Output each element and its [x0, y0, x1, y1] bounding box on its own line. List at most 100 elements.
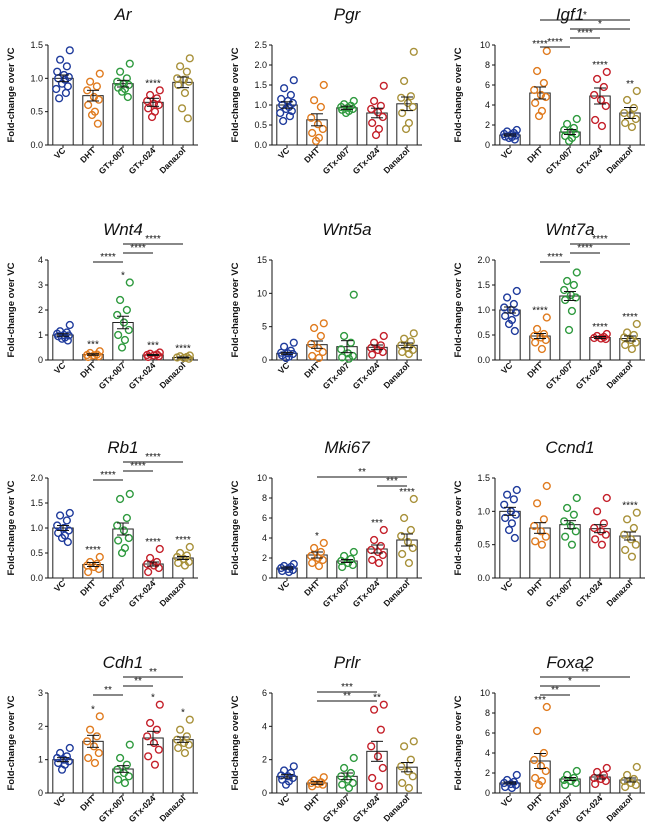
- data-point: [602, 493, 611, 503]
- data-point: [627, 122, 637, 132]
- y-tick-label: 0.0: [254, 140, 267, 150]
- y-tick-label: 1.5: [477, 473, 490, 483]
- comparison-label: ****: [130, 243, 146, 254]
- data-point: [63, 336, 72, 345]
- data-point: [571, 778, 580, 788]
- data-point: [150, 760, 160, 769]
- data-point: [94, 352, 103, 361]
- x-tick-label: VC: [276, 578, 291, 593]
- data-point: [408, 772, 417, 781]
- data-point: [409, 737, 418, 746]
- data-point: [143, 732, 152, 741]
- data-point: [125, 59, 134, 68]
- data-point: [569, 280, 578, 290]
- data-point: [590, 523, 599, 533]
- data-point: [378, 347, 387, 357]
- x-tick-label: DHT: [78, 793, 98, 813]
- data-point: [154, 563, 163, 573]
- comparison-label: **: [149, 667, 157, 678]
- data-point: [117, 548, 127, 558]
- data-point: [509, 495, 518, 504]
- y-tick-label: 1.0: [254, 100, 267, 110]
- data-point: [631, 540, 640, 549]
- data-point: [532, 726, 542, 736]
- x-tick-label: GTx-007: [544, 578, 575, 609]
- data-point: [184, 354, 193, 363]
- y-axis-label: Fold-change over VC: [6, 47, 17, 142]
- data-point: [378, 112, 387, 122]
- data-point: [562, 276, 572, 286]
- data-point: [371, 130, 381, 140]
- y-tick-label: 0.0: [30, 140, 43, 150]
- data-point: [155, 86, 164, 95]
- data-point: [115, 753, 125, 763]
- data-point: [512, 770, 521, 780]
- data-point: [319, 80, 328, 90]
- y-tick-label: 0.0: [477, 573, 490, 583]
- comparison-label: **: [343, 691, 351, 702]
- y-tick-label: 15: [257, 255, 267, 265]
- y-tick-label: 1.5: [254, 80, 267, 90]
- data-point: [65, 320, 74, 330]
- data-point: [117, 343, 127, 352]
- data-point: [510, 533, 519, 543]
- chart-panel-wnt7a: Wnt7a Fold-change over VC 0.0 0.5 1.0 1.5 2.0 V…: [453, 220, 645, 391]
- comparison-label: ****: [547, 252, 563, 263]
- y-tick-label: 0.5: [30, 548, 43, 558]
- data-point: [154, 352, 163, 361]
- data-point: [348, 560, 357, 570]
- data-point: [374, 782, 384, 791]
- data-point: [313, 120, 323, 129]
- y-tick-label: 3: [38, 280, 43, 290]
- data-point: [507, 783, 517, 793]
- data-point: [501, 513, 510, 523]
- significance-label: ****: [592, 60, 608, 71]
- y-tick-label: 2.5: [254, 40, 267, 50]
- x-tick-label: Danazol: [381, 145, 411, 175]
- data-point: [113, 765, 122, 774]
- x-tick-label: GTx-007: [97, 793, 128, 822]
- data-point: [409, 494, 418, 504]
- x-tick-label: DHT: [78, 145, 98, 165]
- data-point: [95, 712, 104, 721]
- data-point: [629, 523, 638, 533]
- data-point: [113, 521, 122, 530]
- data-point: [114, 775, 123, 784]
- data-point: [403, 537, 413, 547]
- y-tick-label: 5: [262, 322, 267, 332]
- data-point: [368, 118, 377, 128]
- data-point: [125, 740, 134, 749]
- data-point: [632, 508, 641, 517]
- data-point: [626, 535, 636, 544]
- data-point: [93, 119, 102, 128]
- data-point: [398, 347, 407, 357]
- data-point: [149, 99, 159, 108]
- data-point: [53, 67, 62, 76]
- y-tick-label: 0: [38, 788, 43, 798]
- x-tick-label: Danazol: [157, 793, 187, 822]
- comparison-label: ****: [145, 452, 161, 463]
- chart-panel-wnt4: Wnt4 Fold-change over VC 0 1 2 3 4 VC DHT GTx-007…: [6, 220, 198, 391]
- x-tick-label: DHT: [302, 793, 322, 813]
- data-point: [55, 94, 64, 103]
- data-point: [309, 323, 319, 333]
- x-tick-label: GTx-007: [321, 793, 352, 822]
- data-point: [627, 552, 637, 561]
- data-point: [125, 489, 134, 499]
- data-point: [408, 102, 417, 112]
- significance-label: ***: [147, 341, 159, 352]
- data-point: [408, 543, 417, 553]
- bar-vc: [276, 104, 298, 146]
- data-point: [621, 118, 630, 128]
- data-point: [534, 780, 544, 790]
- comparison-label: ***: [341, 682, 353, 693]
- data-point: [155, 700, 164, 709]
- x-tick-label: DHT: [525, 360, 545, 380]
- data-point: [537, 344, 547, 354]
- y-tick-label: 8: [262, 493, 267, 503]
- data-point: [316, 331, 325, 341]
- data-point: [319, 319, 328, 328]
- data-point: [114, 536, 123, 545]
- data-point: [592, 507, 602, 516]
